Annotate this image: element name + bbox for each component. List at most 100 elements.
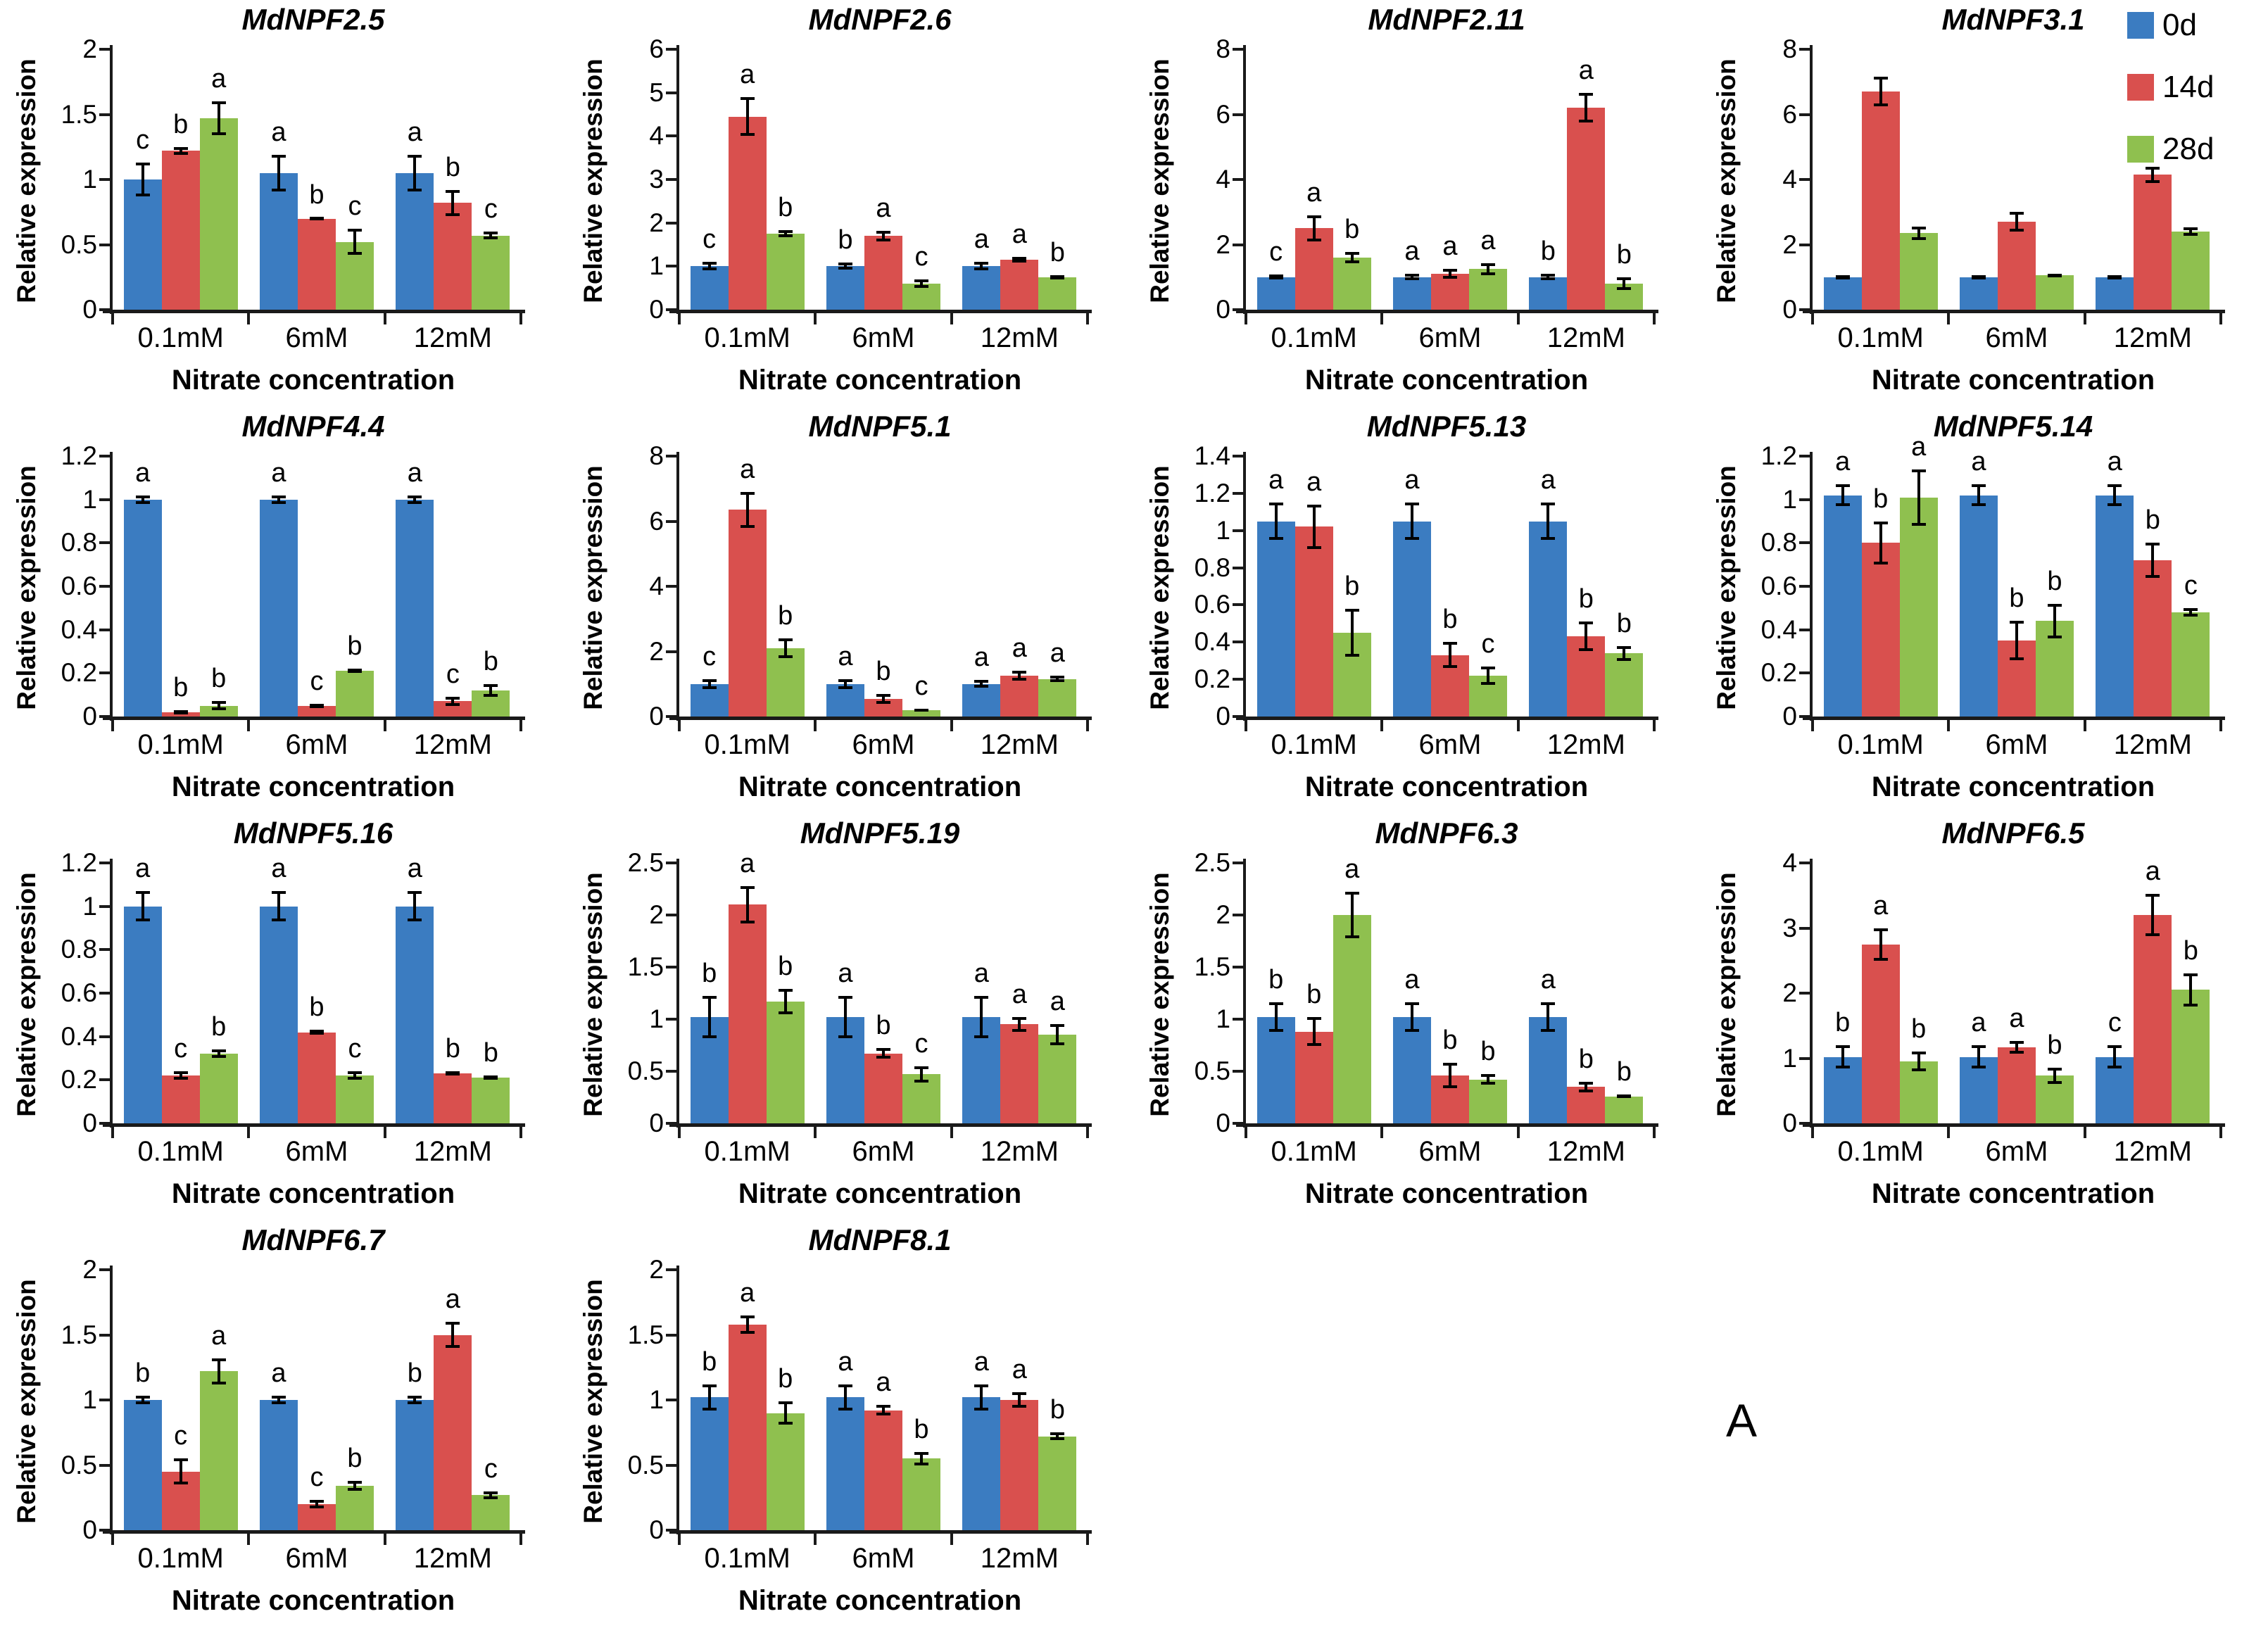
error-bar-cap-bottom <box>1835 503 1850 506</box>
x-axis-title: Nitrate concentration <box>1304 771 1589 802</box>
error-bar-stem <box>413 154 417 191</box>
error-bar-cap-bottom <box>408 919 422 922</box>
x-tick-mark <box>1086 1534 1089 1545</box>
error-bar-cap-bottom <box>1911 236 1926 240</box>
y-tick-label: 2 <box>1782 978 1797 1007</box>
y-tick-label: 2 <box>649 208 664 237</box>
x-category-label: 12mM <box>1546 729 1625 760</box>
error-bar-cap-bottom <box>484 1077 498 1080</box>
significance-letter: b <box>211 664 227 694</box>
y-tick-label: 0 <box>82 295 97 324</box>
error-bar <box>1873 521 1888 565</box>
error-bar-cap-top <box>135 1396 150 1399</box>
y-tick-mark <box>1233 1018 1243 1021</box>
error-bar-cap-bottom <box>173 1482 188 1485</box>
error-bar <box>914 708 928 712</box>
bar-14d <box>1998 1047 2036 1123</box>
bar-14d <box>1431 274 1469 310</box>
bar-14d <box>864 1410 902 1530</box>
error-bar-stem <box>1018 256 1021 263</box>
error-bar <box>135 495 150 504</box>
y-tick-mark <box>1233 678 1243 681</box>
bar-0d <box>962 266 1001 310</box>
significance-letter: b <box>483 646 498 676</box>
x-category-label: 6mM <box>285 322 348 353</box>
x-category-label: 6mM <box>1985 1136 2048 1167</box>
error-bar-cap-top <box>1012 1017 1027 1021</box>
error-bar-cap-top <box>1579 1081 1594 1085</box>
error-bar-cap-top <box>1268 503 1283 506</box>
error-bar-cap-bottom <box>2048 1080 2062 1084</box>
error-bar-cap-top <box>348 669 362 672</box>
bar-14d <box>2134 560 2172 717</box>
error-bar-cap-top <box>838 263 852 266</box>
y-tick-label: 2 <box>649 636 664 666</box>
error-bar-cap-top <box>135 891 150 895</box>
y-axis-line <box>676 452 679 721</box>
error-bar <box>2010 212 2024 232</box>
significance-letter: b <box>1050 237 1065 267</box>
y-tick-label: 0.5 <box>61 1450 97 1479</box>
bar-14d <box>1294 228 1333 310</box>
significance-letter: a <box>271 117 286 147</box>
error-bar <box>1443 269 1457 279</box>
error-bar <box>211 101 226 136</box>
error-bar-cap-top <box>876 1048 890 1052</box>
bar-0d <box>826 266 864 310</box>
error-bar <box>1911 1052 1926 1071</box>
error-bar-stem <box>1585 1081 1588 1092</box>
error-bar-cap-top <box>1617 277 1632 280</box>
bar-14d <box>1861 543 1900 717</box>
y-tick-label: 1.5 <box>61 99 97 129</box>
error-bar-cap-bottom <box>1344 260 1359 264</box>
error-bar <box>702 262 717 271</box>
y-tick-mark <box>1233 455 1243 458</box>
error-bar <box>1050 1432 1065 1441</box>
error-bar-cap-bottom <box>974 1035 989 1038</box>
x-tick-mark <box>678 313 681 324</box>
error-bar-cap-top <box>778 989 793 992</box>
bar-0d <box>1823 495 1862 717</box>
bar-28d <box>766 1001 805 1123</box>
y-tick-mark <box>666 1018 676 1021</box>
significance-letter: b <box>445 152 460 182</box>
chart-title: MdNPF2.11 <box>1368 3 1525 36</box>
x-category-label: 6mM <box>852 729 915 760</box>
error-bar-stem <box>1411 1002 1413 1032</box>
error-bar-cap-top <box>1541 503 1556 506</box>
error-bar-cap-bottom <box>1617 657 1632 661</box>
y-tick-label: 4 <box>649 121 664 151</box>
chart-MdNPF2.6: MdNPF2.6 Relative expression 0 1 2 3 4 5 6 0.1mM c… <box>567 0 1133 407</box>
chart-MdNPF6.7: MdNPF6.7 Relative expression 0 0.5 1 1.5 2 0.1m… <box>0 1220 567 1627</box>
error-bar-stem <box>920 1066 923 1083</box>
significance-letter: b <box>2047 1030 2062 1061</box>
x-tick-mark <box>111 313 114 324</box>
error-bar <box>876 1048 890 1059</box>
x-tick-mark <box>1516 1127 1520 1138</box>
error-bar <box>272 154 286 191</box>
significance-letter: b <box>1873 484 1889 514</box>
y-tick-mark <box>1233 641 1243 644</box>
y-tick-mark <box>99 178 110 181</box>
chart-MdNPF6.5: MdNPF6.5 Relative expression 0 1 2 3 4 0.1mM b a b… <box>1700 814 2267 1220</box>
error-bar-cap-top <box>1972 1045 1986 1048</box>
error-bar-cap-bottom <box>1306 1043 1321 1047</box>
error-bar <box>702 679 717 689</box>
error-bar-stem <box>844 996 847 1038</box>
y-tick-label: 0 <box>82 1109 97 1137</box>
x-tick-mark <box>1086 720 1089 731</box>
error-bar <box>310 703 324 708</box>
bar-14d <box>728 510 767 717</box>
y-tick-mark <box>1799 498 1810 501</box>
x-tick-mark <box>383 313 386 324</box>
error-bar <box>2108 1045 2122 1069</box>
error-bar-cap-bottom <box>1306 238 1321 241</box>
error-bar-cap-bottom <box>1405 1028 1419 1032</box>
x-axis-title: Nitrate concentration <box>738 771 1022 802</box>
significance-letter: a <box>271 1358 286 1389</box>
bar-28d <box>336 671 374 717</box>
y-tick-label: 4 <box>1782 165 1797 194</box>
y-tick-mark <box>666 1333 676 1337</box>
significance-letter: a <box>445 1285 460 1314</box>
bar-28d <box>766 648 805 717</box>
